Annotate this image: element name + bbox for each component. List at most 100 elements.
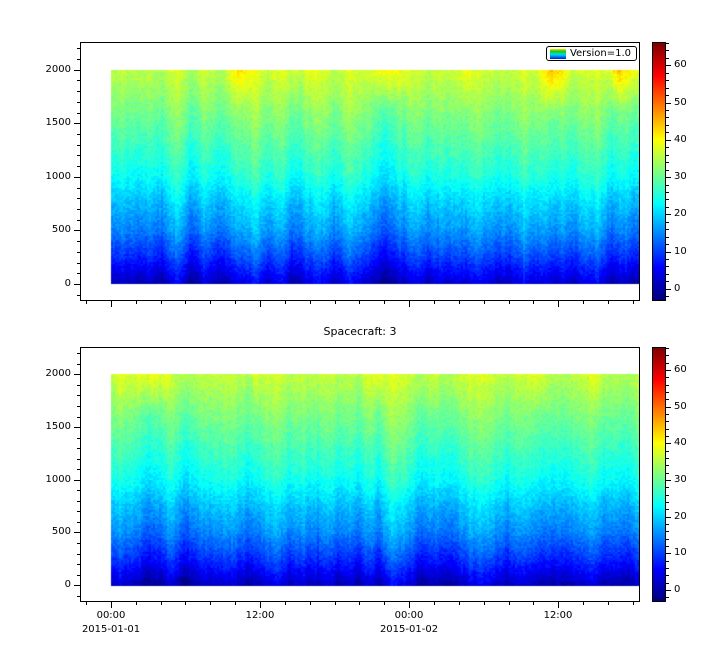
y-tick-label: 1000 <box>45 474 71 485</box>
colorbar-minor-tick <box>666 192 669 193</box>
x-minor-tick <box>434 602 435 605</box>
colorbar-minor-tick <box>666 80 669 81</box>
colorbar-minor-tick <box>666 575 669 576</box>
legend-colormap-icon <box>549 48 566 59</box>
y-tick-label: 500 <box>51 224 71 235</box>
y-major-tick <box>74 230 80 231</box>
y-tick-label: 2000 <box>45 64 71 75</box>
colorbar-minor-tick <box>666 281 669 282</box>
x-minor-tick <box>384 301 385 304</box>
x-date-label: 2015-01-01 <box>81 624 141 635</box>
colorbar-minor-tick <box>666 73 669 74</box>
colorbar-minor-tick <box>666 524 669 525</box>
y-minor-tick <box>77 198 80 199</box>
colorbar-tick-label: 50 <box>674 97 687 108</box>
y-major-tick <box>74 427 80 428</box>
x-major-tick <box>409 602 410 608</box>
y-minor-tick <box>77 543 80 544</box>
x-major-tick <box>558 301 559 307</box>
colorbar-minor-tick <box>666 43 669 44</box>
colorbar-tick-label: 40 <box>674 134 687 145</box>
legend-label: Version=1.0 <box>569 48 631 59</box>
colorbar-minor-tick <box>666 487 669 488</box>
y-major-tick <box>74 480 80 481</box>
colorbar-minor-tick <box>666 147 669 148</box>
y-tick-label: 2000 <box>45 368 71 379</box>
colorbar-tick-label: 0 <box>674 283 681 294</box>
y-minor-tick <box>77 490 80 491</box>
colorbar-minor-tick <box>666 495 669 496</box>
colorbar-minor-tick <box>666 561 669 562</box>
colorbar-major-tick <box>666 443 671 444</box>
x-minor-tick <box>210 602 211 605</box>
x-minor-tick <box>484 301 485 304</box>
x-minor-tick <box>434 301 435 304</box>
colorbar-minor-tick <box>666 399 669 400</box>
colorbar-major-tick <box>666 480 671 481</box>
legend-box: Version=1.0 <box>545 46 637 61</box>
x-tick-label: 12:00 <box>543 610 573 621</box>
x-minor-tick <box>86 301 87 304</box>
bottom-colorbar <box>652 347 666 602</box>
colorbar-tick-label: 50 <box>674 401 687 412</box>
colorbar-minor-tick <box>666 110 669 111</box>
colorbar-minor-tick <box>666 509 669 510</box>
colorbar-major-tick <box>666 103 671 104</box>
x-minor-tick <box>310 301 311 304</box>
y-minor-tick <box>77 554 80 555</box>
y-minor-tick <box>77 395 80 396</box>
x-minor-tick <box>633 301 634 304</box>
colorbar-minor-tick <box>666 58 669 59</box>
colorbar-minor-tick <box>666 355 669 356</box>
bottom-plot-title: Spacecraft: 3 <box>323 325 397 338</box>
colorbar-minor-tick <box>666 348 669 349</box>
y-major-tick <box>74 123 80 124</box>
x-minor-tick <box>633 602 634 605</box>
y-minor-tick <box>77 166 80 167</box>
colorbar-minor-tick <box>666 377 669 378</box>
x-minor-tick <box>285 301 286 304</box>
colorbar-major-tick <box>666 177 671 178</box>
y-minor-tick <box>77 134 80 135</box>
colorbar-tick-label: 20 <box>674 208 687 219</box>
x-minor-tick <box>136 301 137 304</box>
colorbar-minor-tick <box>666 117 669 118</box>
colorbar-minor-tick <box>666 392 669 393</box>
colorbar-minor-tick <box>666 597 669 598</box>
y-tick-label: 1500 <box>45 421 71 432</box>
y-minor-tick <box>77 469 80 470</box>
x-minor-tick <box>533 301 534 304</box>
x-minor-tick <box>509 602 510 605</box>
colorbar-minor-tick <box>666 539 669 540</box>
x-minor-tick <box>310 602 311 605</box>
y-minor-tick <box>77 596 80 597</box>
x-major-tick <box>260 301 261 307</box>
y-minor-tick <box>77 59 80 60</box>
y-minor-tick <box>77 448 80 449</box>
y-minor-tick <box>77 417 80 418</box>
x-minor-tick <box>86 602 87 605</box>
top-colorbar <box>652 42 666 301</box>
x-minor-tick <box>509 301 510 304</box>
y-tick-label: 1500 <box>45 117 71 128</box>
y-minor-tick <box>77 385 80 386</box>
colorbar-minor-tick <box>666 185 669 186</box>
y-minor-tick <box>77 575 80 576</box>
y-minor-tick <box>77 188 80 189</box>
colorbar-major-tick <box>666 65 671 66</box>
colorbar-minor-tick <box>666 222 669 223</box>
x-tick-label: 00:00 <box>96 610 126 621</box>
x-tick-label: 12:00 <box>245 610 275 621</box>
colorbar-tick-label: 10 <box>674 246 687 257</box>
colorbar-minor-tick <box>666 259 669 260</box>
colorbar-tick-label: 0 <box>674 584 681 595</box>
colorbar-minor-tick <box>666 568 669 569</box>
colorbar-minor-tick <box>666 274 669 275</box>
y-minor-tick <box>77 220 80 221</box>
colorbar-minor-tick <box>666 473 669 474</box>
x-minor-tick <box>235 301 236 304</box>
y-major-tick <box>74 532 80 533</box>
bottom-plot-frame <box>80 347 640 602</box>
x-minor-tick <box>335 602 336 605</box>
